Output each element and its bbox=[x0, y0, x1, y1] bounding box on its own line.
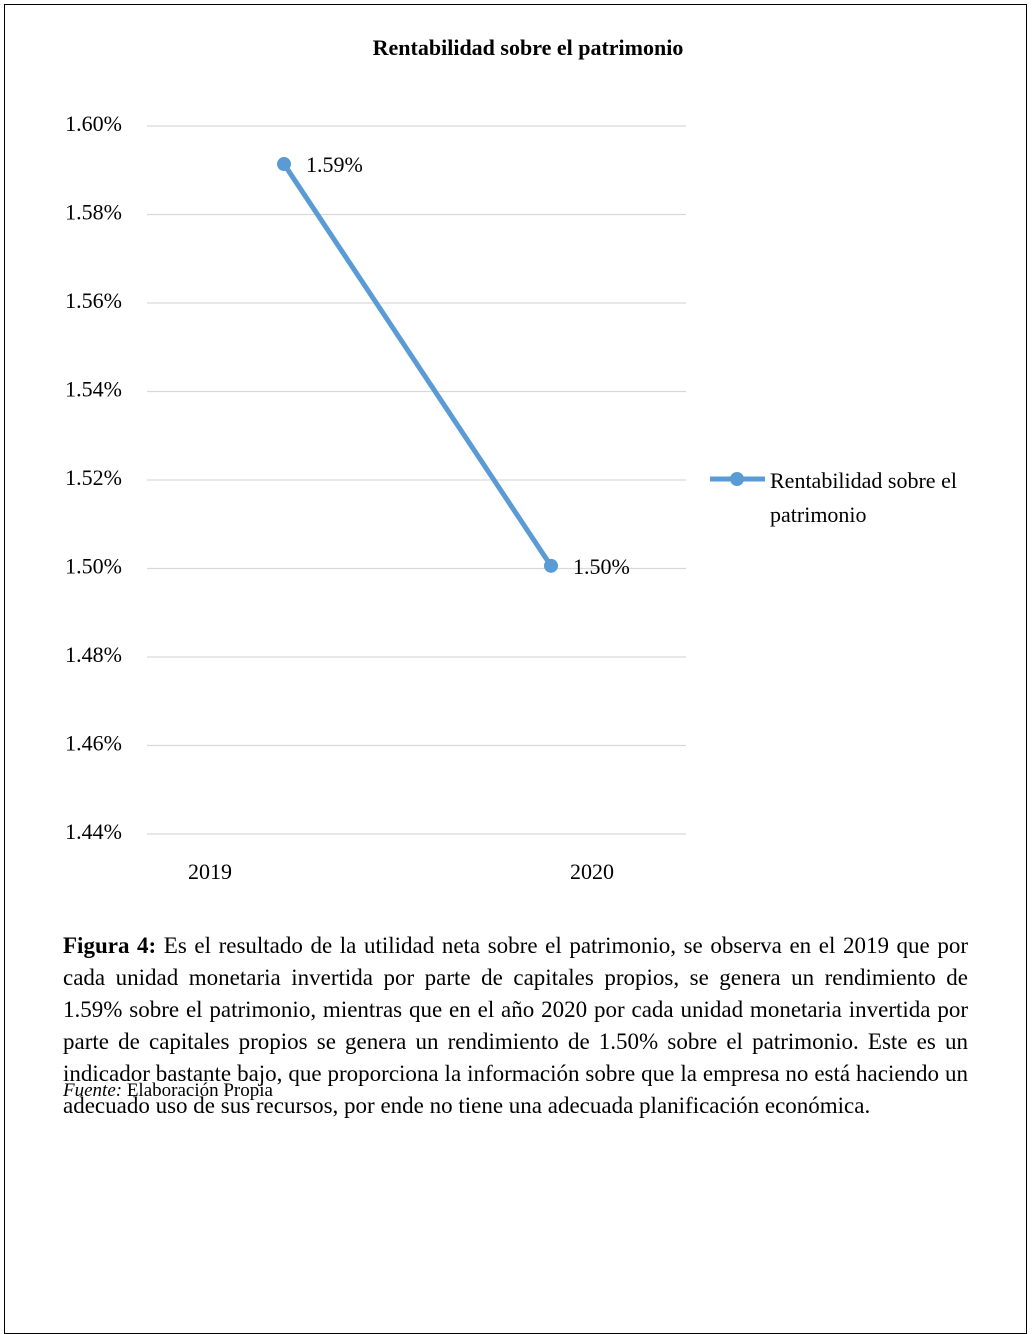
source-label: Fuente: bbox=[63, 1080, 123, 1101]
chart: Rentabilidad sobre el patrimonio 1.44% 1.… bbox=[65, 35, 765, 884]
series-line bbox=[281, 162, 554, 568]
data-label: 1.50% bbox=[573, 554, 630, 579]
y-tick-label: 1.44% bbox=[65, 819, 122, 844]
y-tick-label: 1.60% bbox=[65, 111, 122, 136]
y-tick-label: 1.58% bbox=[65, 200, 122, 225]
y-tick-label: 1.50% bbox=[65, 554, 122, 579]
y-tick-label: 1.54% bbox=[65, 377, 122, 402]
y-tick-label: 1.52% bbox=[65, 465, 122, 490]
x-tick-label: 2019 bbox=[188, 859, 232, 884]
source: Fuente: Elaboración Propia bbox=[63, 1080, 273, 1102]
legend-label: Rentabilidad sobre el patrimonio bbox=[770, 468, 957, 527]
legend-marker bbox=[730, 472, 744, 486]
y-tick-label: 1.46% bbox=[65, 731, 122, 756]
caption: Figura 4: Es el resultado de la utilidad… bbox=[63, 930, 968, 1122]
source-text: Elaboración Propia bbox=[126, 1080, 273, 1101]
x-tick-label: 2020 bbox=[570, 859, 614, 884]
caption-label: Figura 4: bbox=[63, 933, 157, 958]
y-tick-label: 1.56% bbox=[65, 288, 122, 313]
point bbox=[277, 157, 291, 172]
chart-title: Rentabilidad sobre el patrimonio bbox=[373, 35, 684, 60]
caption-text: Es el resultado de la utilidad neta sobr… bbox=[63, 933, 969, 1118]
data-label: 1.59% bbox=[306, 152, 363, 177]
y-tick-label: 1.48% bbox=[65, 642, 122, 667]
point bbox=[544, 558, 558, 573]
